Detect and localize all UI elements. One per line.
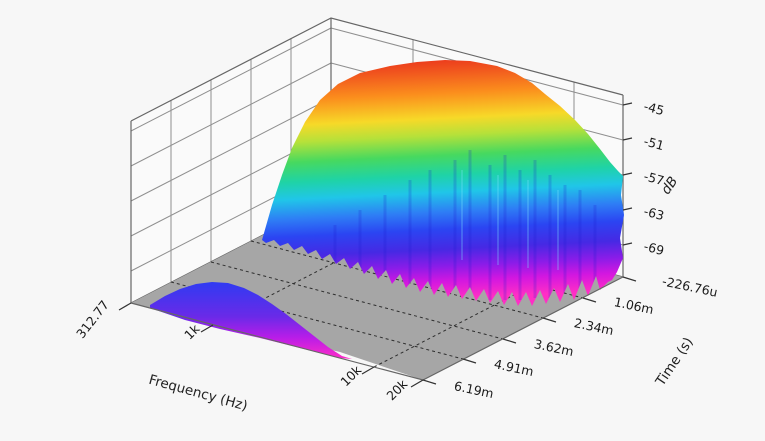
time-tick-1: 1.06m <box>613 294 655 317</box>
time-tick-marks <box>422 276 637 385</box>
surface-decay-streaks <box>333 150 597 300</box>
db-tick-63: -63 <box>642 203 666 223</box>
left-wall-time-gridlines <box>170 38 292 282</box>
db-tick-marks <box>622 102 633 246</box>
main-surface-blob <box>262 60 624 306</box>
freq-tick-1k: 1k <box>181 321 203 343</box>
db-axis-labels: -45 -51 -57 -63 -69 dB <box>642 98 681 258</box>
time-axis-title: Time (s) <box>652 335 697 390</box>
time-tick-0: -226.76u <box>661 273 719 299</box>
dark-streaks <box>333 150 597 300</box>
db-tick-51: -51 <box>642 133 666 153</box>
waterfall-surface <box>150 60 624 359</box>
db-tick-45: -45 <box>642 98 666 118</box>
light-streaks <box>461 170 559 270</box>
time-tick-4: 4.91m <box>493 356 535 379</box>
freq-axis-title: Frequency (Hz) <box>147 372 249 415</box>
box-edges <box>130 17 624 304</box>
floor-time-gridlines <box>170 220 584 360</box>
time-tick-5: 6.19m <box>453 378 495 401</box>
residual-ridge-bump <box>150 282 352 359</box>
db-tick-69: -69 <box>642 238 666 258</box>
time-tick-2: 2.34m <box>573 315 615 338</box>
freq-tick-marks <box>118 302 424 388</box>
freq-tick-10k: 10k <box>337 362 365 390</box>
left-wall-db-gridlines <box>130 27 332 272</box>
db-tick-57: -57 <box>642 168 666 188</box>
freq-tick-312: 312.77 <box>73 297 112 341</box>
freq-tick-20k: 20k <box>383 376 411 404</box>
time-tick-3: 3.62m <box>533 336 575 359</box>
